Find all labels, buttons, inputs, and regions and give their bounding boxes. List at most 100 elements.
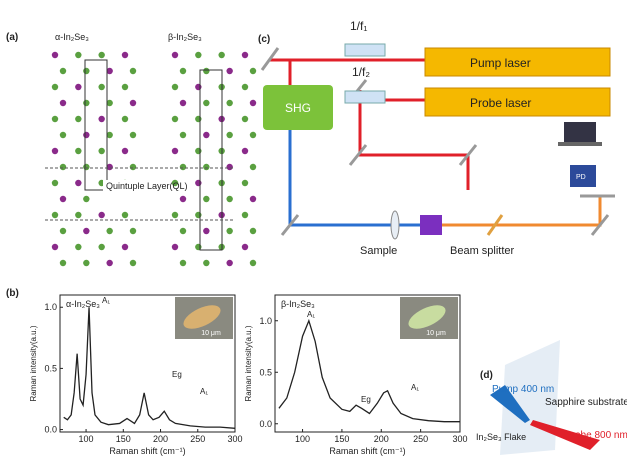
atom: [60, 196, 66, 202]
panel-label: (c): [258, 34, 270, 45]
atom: [52, 212, 58, 218]
atom: [226, 100, 232, 106]
peak-label: A₁: [307, 310, 315, 319]
atom: [122, 212, 128, 218]
atom: [242, 52, 248, 58]
atom: [250, 132, 256, 138]
y-axis-label: Raman intensity(a.u.): [29, 325, 38, 401]
atom: [250, 196, 256, 202]
atom: [83, 228, 89, 234]
atom: [98, 148, 104, 154]
atom: [98, 116, 104, 122]
atom: [106, 228, 112, 234]
x-tick-label: 150: [116, 434, 131, 444]
atom: [75, 212, 81, 218]
atom: [226, 260, 232, 266]
atom: [122, 244, 128, 250]
atom: [122, 52, 128, 58]
atom: [195, 116, 201, 122]
atom: [180, 100, 186, 106]
flake-label: In₂Se₃ Flake: [476, 432, 526, 442]
chart-title: β-In₂Se₃: [281, 299, 315, 309]
atom: [180, 228, 186, 234]
atom: [242, 244, 248, 250]
x-tick-label: 250: [190, 434, 205, 444]
atom: [60, 164, 66, 170]
optic: [420, 215, 442, 235]
atom: [75, 116, 81, 122]
atom: [226, 68, 232, 74]
atom: [83, 196, 89, 202]
x-tick-label: 100: [295, 434, 310, 444]
atom: [52, 180, 58, 186]
atom: [172, 244, 178, 250]
atom: [130, 68, 136, 74]
atom: [60, 100, 66, 106]
peak-label: Eg: [361, 395, 371, 404]
figure: (a) α-In₂Se₃ β-In₂Se₃ Quintuple Layer(QL…: [0, 0, 627, 457]
atom: [83, 68, 89, 74]
y-tick-label: 0.5: [44, 363, 57, 373]
atom: [75, 52, 81, 58]
atom: [75, 84, 81, 90]
structure-title: β-In₂Se₃: [168, 32, 202, 42]
x-tick-label: 250: [413, 434, 428, 444]
atom: [242, 84, 248, 90]
x-tick-label: 150: [334, 434, 349, 444]
atom: [203, 164, 209, 170]
atom: [195, 52, 201, 58]
lens-label: 1/f₂: [352, 65, 370, 79]
probe-label: Probe 800 nm: [565, 430, 627, 441]
atom: [218, 52, 224, 58]
atom: [122, 116, 128, 122]
lens: [345, 44, 385, 56]
atom: [226, 164, 232, 170]
atom: [242, 180, 248, 186]
atom: [83, 100, 89, 106]
sample-label: Sample: [360, 245, 397, 257]
atom: [83, 132, 89, 138]
atom: [203, 228, 209, 234]
atom: [180, 260, 186, 266]
x-tick-label: 300: [227, 434, 242, 444]
panel-label: (a): [6, 32, 18, 43]
atom: [83, 164, 89, 170]
atom: [52, 148, 58, 154]
atom: [203, 68, 209, 74]
atom: [172, 212, 178, 218]
atom: [250, 68, 256, 74]
atom: [250, 228, 256, 234]
atom: [203, 100, 209, 106]
y-tick-label: 1.0: [44, 302, 57, 312]
atom: [172, 116, 178, 122]
atom: [98, 244, 104, 250]
structure-title: α-In₂Se₃: [55, 32, 89, 42]
atom: [172, 84, 178, 90]
peak-label: A₁: [102, 296, 110, 305]
atom: [75, 180, 81, 186]
y-tick-label: 0.0: [259, 419, 272, 429]
atom: [203, 260, 209, 266]
atom: [60, 228, 66, 234]
lens: [345, 91, 385, 103]
atom: [250, 260, 256, 266]
inset-scale: 10 μm: [426, 330, 446, 337]
chart-title: α-In₂Se₃: [66, 299, 100, 309]
atom: [52, 84, 58, 90]
atom: [122, 84, 128, 90]
inset-scale: 10 μm: [201, 330, 221, 337]
panel-label: (b): [6, 288, 19, 299]
atom: [52, 116, 58, 122]
atom: [98, 52, 104, 58]
atom: [195, 180, 201, 186]
atom: [83, 260, 89, 266]
peak-label: A₁: [411, 383, 419, 392]
atom: [52, 52, 58, 58]
atom: [250, 100, 256, 106]
atom: [195, 148, 201, 154]
detector-label: PD: [576, 174, 586, 181]
splitter-label: Beam splitter: [450, 245, 515, 257]
atom: [172, 148, 178, 154]
atom: [203, 132, 209, 138]
atom: [180, 196, 186, 202]
